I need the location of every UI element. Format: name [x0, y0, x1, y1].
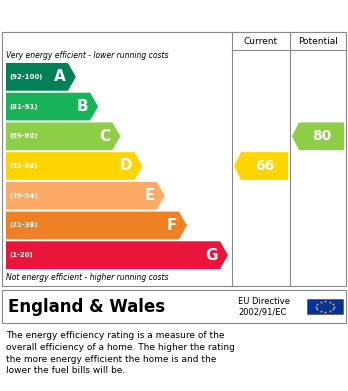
- Text: EU Directive: EU Directive: [238, 296, 290, 305]
- Text: F: F: [167, 218, 177, 233]
- Text: 80: 80: [312, 129, 331, 143]
- Text: Current: Current: [244, 36, 278, 45]
- Text: Energy Efficiency Rating: Energy Efficiency Rating: [10, 7, 213, 23]
- Polygon shape: [234, 152, 288, 180]
- Text: Potential: Potential: [298, 36, 338, 45]
- Polygon shape: [6, 152, 143, 180]
- Text: England & Wales: England & Wales: [8, 298, 165, 316]
- Text: (1-20): (1-20): [9, 252, 33, 258]
- Text: C: C: [99, 129, 110, 144]
- Polygon shape: [6, 93, 98, 120]
- Text: 66: 66: [255, 159, 274, 173]
- Text: Not energy efficient - higher running costs: Not energy efficient - higher running co…: [6, 273, 168, 283]
- Polygon shape: [6, 241, 228, 269]
- Text: (92-100): (92-100): [9, 74, 42, 80]
- Text: D: D: [120, 158, 133, 174]
- Text: Very energy efficient - lower running costs: Very energy efficient - lower running co…: [6, 52, 168, 61]
- Polygon shape: [6, 63, 76, 91]
- Polygon shape: [6, 182, 165, 210]
- Bar: [2, 290, 346, 323]
- Text: E: E: [144, 188, 155, 203]
- Polygon shape: [6, 122, 120, 150]
- Text: 2002/91/EC: 2002/91/EC: [238, 307, 286, 316]
- Text: (21-38): (21-38): [9, 222, 38, 228]
- Text: B: B: [77, 99, 88, 114]
- Polygon shape: [6, 212, 187, 239]
- Text: A: A: [54, 69, 66, 84]
- Text: (81-91): (81-91): [9, 104, 38, 109]
- Text: The energy efficiency rating is a measure of the
overall efficiency of a home. T: The energy efficiency rating is a measur…: [6, 331, 235, 375]
- Text: (39-54): (39-54): [9, 193, 38, 199]
- Text: (69-80): (69-80): [9, 133, 38, 139]
- Polygon shape: [292, 122, 344, 150]
- Text: G: G: [206, 248, 218, 263]
- Bar: [307, 299, 343, 314]
- Text: (55-68): (55-68): [9, 163, 37, 169]
